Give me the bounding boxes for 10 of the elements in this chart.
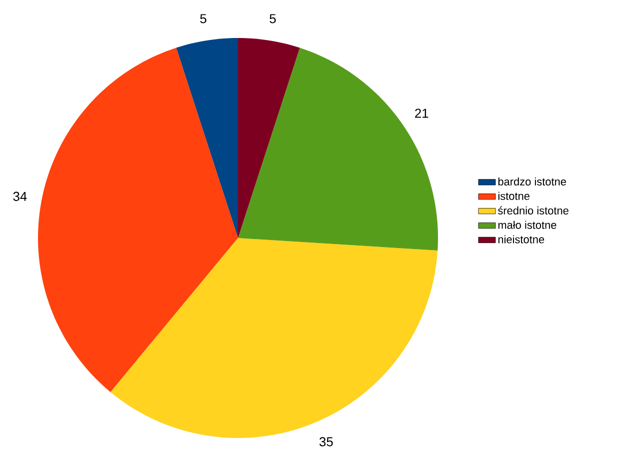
data-label: 21 xyxy=(415,108,428,118)
legend-label: mało istotne xyxy=(498,220,556,229)
data-label: 35 xyxy=(319,437,333,446)
legend-label: nieistotne xyxy=(498,235,544,244)
data-label: 34 xyxy=(13,192,27,201)
legend-label: bardzo istotne xyxy=(498,177,566,186)
data-label: 5 xyxy=(270,14,276,24)
legend-label: średnio istotne xyxy=(498,206,568,214)
data-label: 5 xyxy=(200,14,206,24)
legend-label: istotne xyxy=(498,192,530,200)
